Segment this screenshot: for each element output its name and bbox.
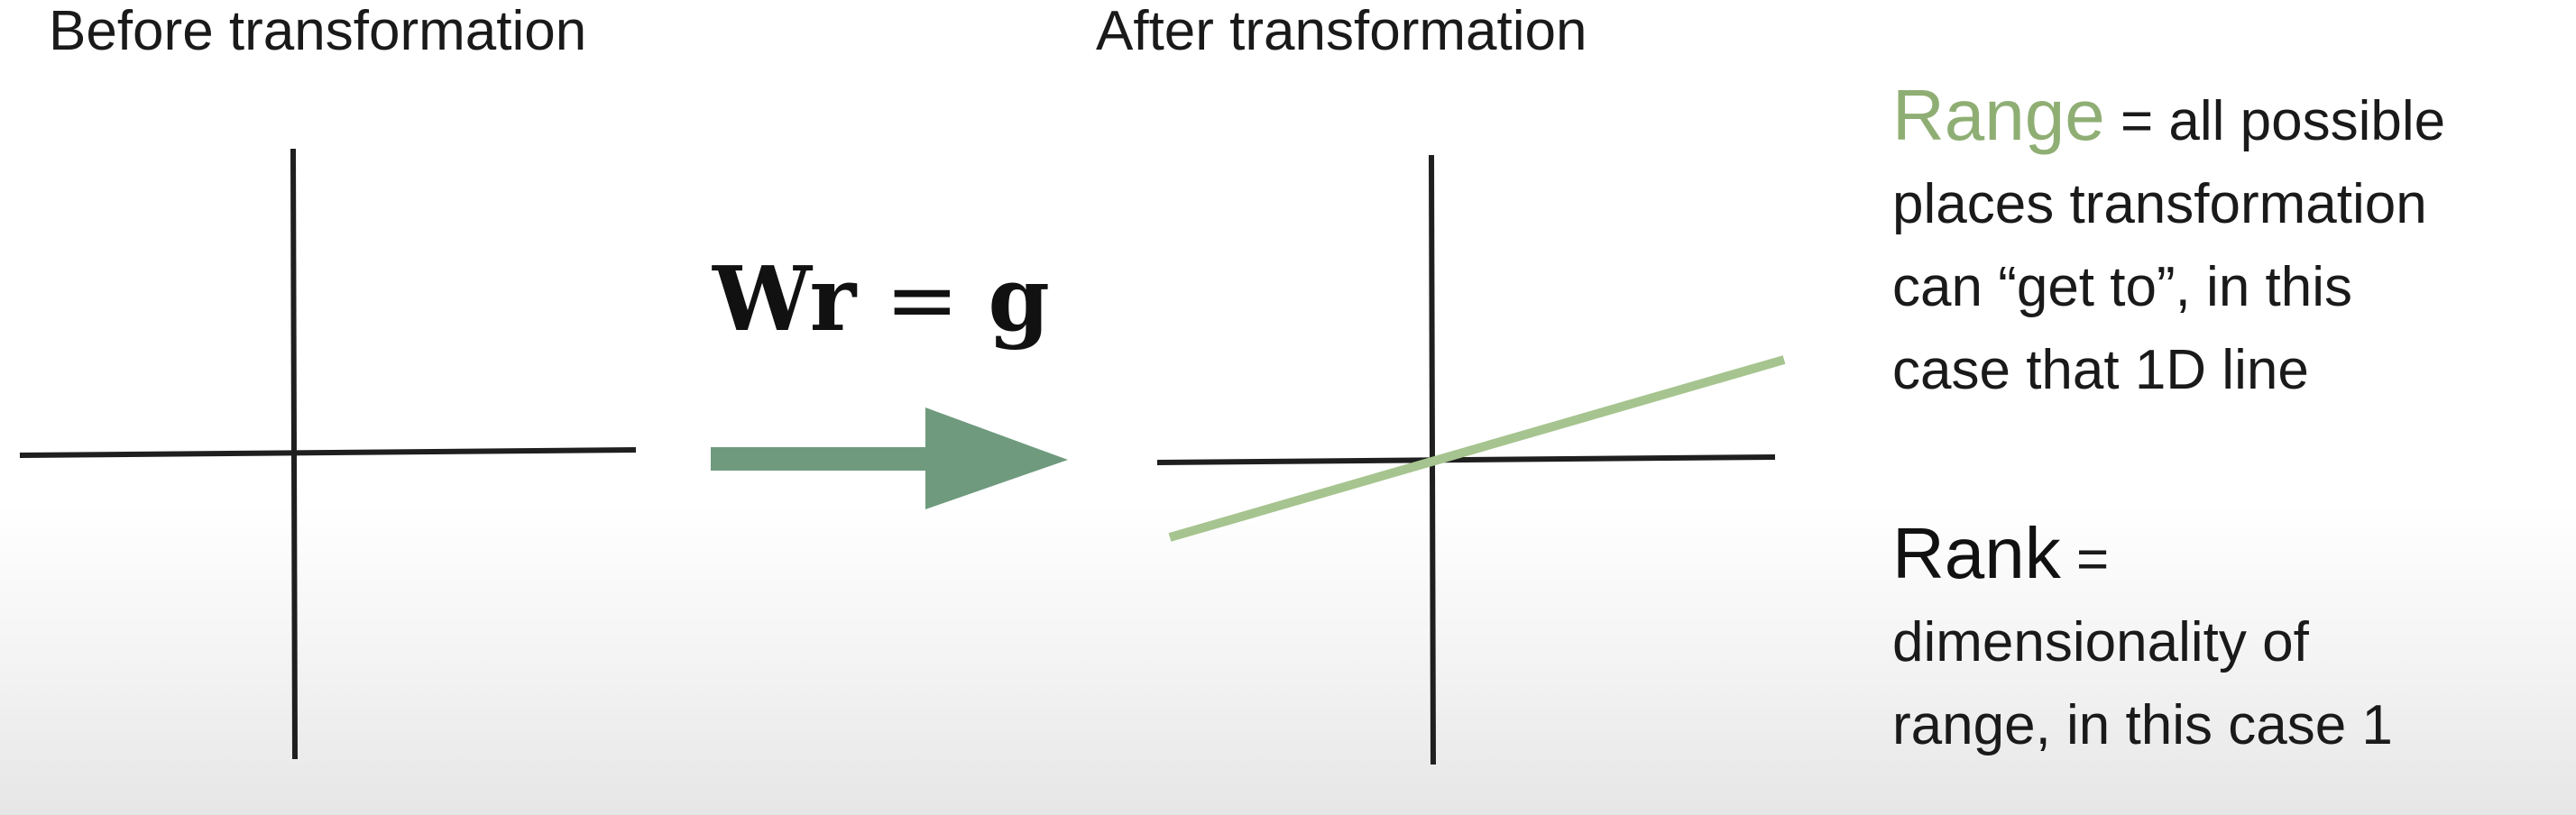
matrix-w: W [713,248,810,352]
transformation-equation: Wr = g [713,248,1052,352]
range-def-3: can “get to”, in this [1892,256,2353,318]
before-horizontal-axis [19,447,637,458]
range-definition: Range = all possible places transformati… [1892,74,2560,412]
rank-def-1: = [2076,528,2110,591]
before-axes [19,148,637,760]
range-term: Range [1892,75,2105,155]
range-def-4: case that 1D line [1892,339,2309,401]
rank-def-3: range, in this case 1 [1892,694,2393,756]
equals-sign: = [885,249,961,352]
rank-term: Rank [1892,513,2061,593]
before-vertical-axis [290,148,298,760]
vector-g: g [988,248,1052,352]
range-def-1: = all possible [2120,90,2446,152]
arrow-shaft [711,447,927,471]
range-line-1: Range = all possible [1892,74,2560,163]
arrow-head [925,408,1068,509]
range-def-2: places transformation [1892,173,2427,235]
vector-r: r [809,248,859,352]
after-horizontal-axis [1156,454,1776,465]
before-transformation-heading: Before transformation [49,0,587,62]
rank-def-2: dimensionality of [1892,611,2309,673]
after-transformation-heading: After transformation [1096,0,1587,62]
after-axes [1156,154,1786,765]
range-line [1168,355,1786,542]
rank-definition: Rank = dimensionality of range, in this … [1892,512,2560,767]
transformation-arrow [711,408,1068,509]
rank-line-1: Rank = [1892,512,2560,601]
